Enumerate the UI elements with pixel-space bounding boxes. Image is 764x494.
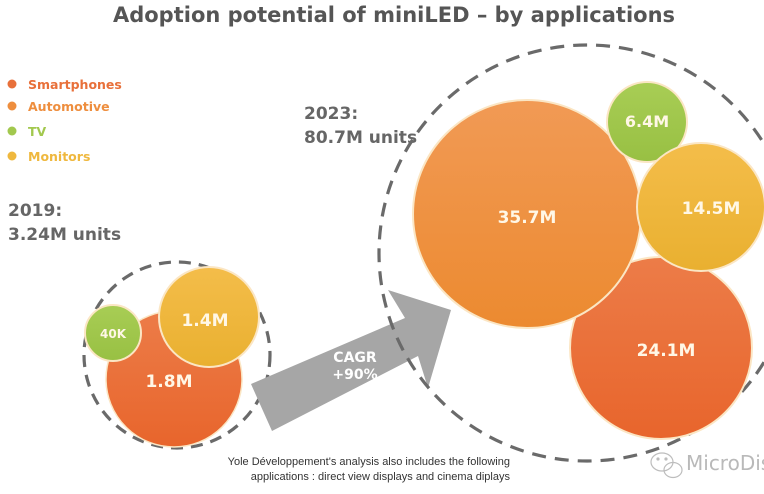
legend-item-tv: TV (7, 124, 47, 139)
group-boundary-2019 (82, 260, 272, 450)
bubble-group-2019: 1.8M 1.4M 40K (82, 260, 272, 450)
legend-dot-monitors (7, 151, 17, 161)
legend: Smartphones Automotive TV Monitors (7, 77, 122, 164)
bubble-2019-tv (84, 304, 142, 362)
bubble-label-2019-tv: 40K (100, 327, 127, 341)
cagr-label: CAGR (333, 350, 377, 366)
legend-label-tv: TV (28, 124, 47, 139)
total-label-2019: 3.24M units (8, 225, 121, 245)
total-label-2023: 80.7M units (304, 128, 417, 148)
footnote-line-2: applications : direct view displays and … (251, 471, 511, 483)
legend-dot-tv (7, 126, 17, 136)
bubble-label-2023-automotive: 35.7M (498, 208, 557, 228)
bubble-2023-tv (606, 81, 688, 163)
cagr-value: +90% (332, 367, 377, 383)
bubble-label-2023-smartphones: 24.1M (637, 341, 696, 361)
watermark: MicroDisp (650, 451, 764, 479)
growth-arrow: CAGR +90% (251, 290, 451, 431)
legend-dot-automotive (7, 101, 17, 111)
chart-title: Adoption potential of miniLED – by appli… (113, 3, 675, 27)
bubble-group-2023: 35.7M 6.4M 14.5M 24.1M (377, 43, 764, 463)
legend-label-automotive: Automotive (28, 99, 110, 114)
bubble-label-2019-smartphones: 1.8M (145, 372, 192, 392)
legend-label-smartphones: Smartphones (28, 77, 122, 92)
bubble-label-2019-monitors: 1.4M (181, 311, 228, 331)
bubble-label-2023-tv: 6.4M (625, 112, 669, 131)
legend-item-smartphones: Smartphones (7, 77, 122, 92)
footnote-line-1: Yole Développement's analysis also inclu… (228, 456, 510, 468)
arrow-shape (251, 290, 451, 431)
legend-label-monitors: Monitors (28, 149, 90, 164)
wechat-icon (650, 452, 683, 479)
watermark-text: MicroDisp (686, 451, 764, 475)
legend-item-monitors: Monitors (7, 149, 90, 164)
bubble-2023-monitors (636, 142, 764, 272)
group-boundary-2023 (377, 43, 764, 463)
legend-dot-smartphones (7, 79, 17, 89)
year-label-2023: 2023: (304, 104, 358, 124)
year-label-2019: 2019: (8, 201, 62, 221)
bubble-label-2023-monitors: 14.5M (682, 199, 741, 219)
legend-item-automotive: Automotive (7, 99, 110, 114)
bubble-2019-monitors (158, 266, 260, 368)
